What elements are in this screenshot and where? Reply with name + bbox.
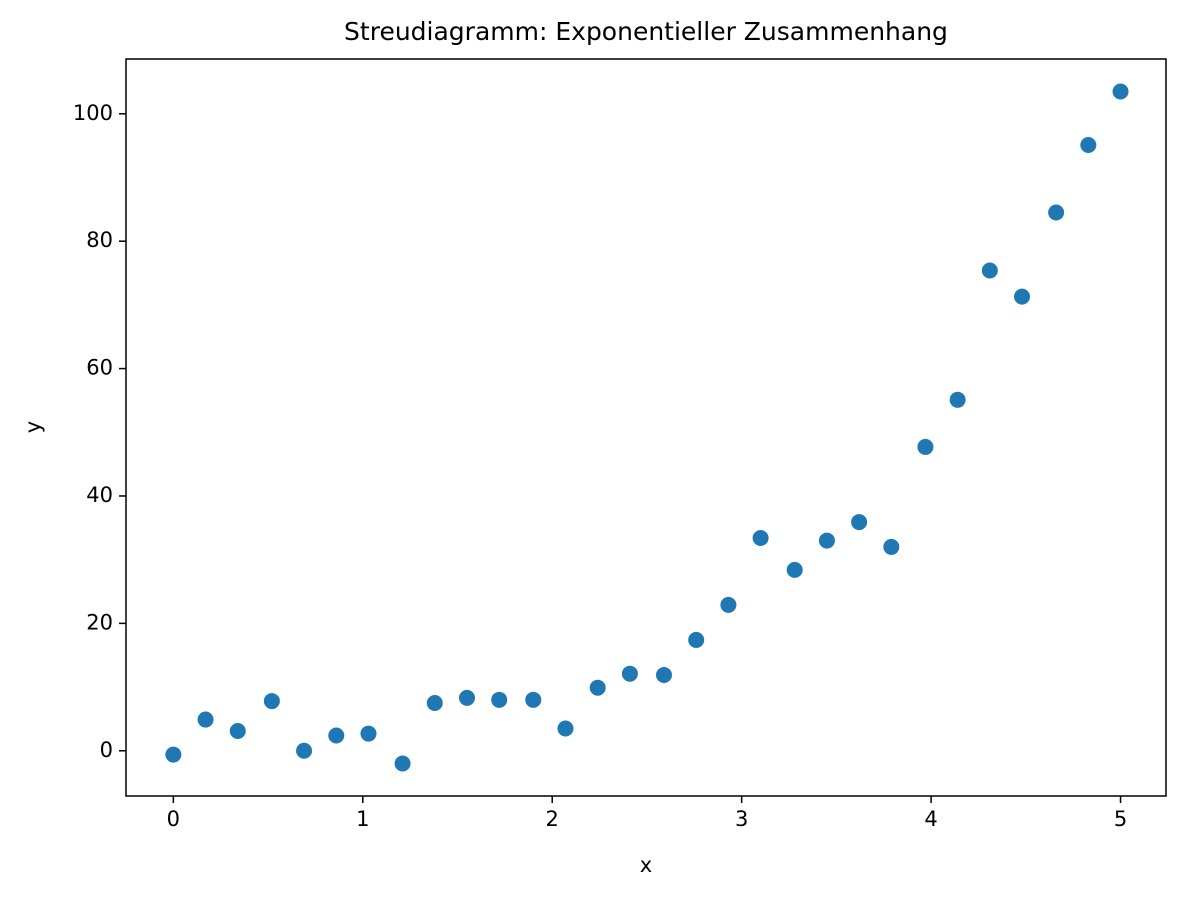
point (197, 711, 214, 728)
y-tick-label: 20 (86, 610, 113, 634)
y-tick-label: 40 (86, 483, 113, 507)
y-axis-label: y (21, 421, 45, 433)
x-axis-label: x (640, 853, 652, 877)
point (883, 538, 900, 555)
x-tick-label: 2 (546, 807, 559, 831)
chart-title: Streudiagramm: Exponentieller Zusammenha… (344, 17, 948, 46)
point (949, 391, 966, 408)
point (818, 532, 835, 549)
x-tick-label: 4 (924, 807, 937, 831)
point (296, 742, 313, 759)
point (491, 691, 508, 708)
point (1112, 83, 1129, 100)
point (786, 561, 803, 578)
point (557, 720, 574, 737)
y-tick-label: 60 (86, 356, 113, 380)
point (426, 694, 443, 711)
point (229, 723, 246, 740)
x-tick-label: 3 (735, 807, 748, 831)
point (720, 596, 737, 613)
point (263, 693, 280, 710)
x-tick-label: 1 (356, 807, 369, 831)
y-tick-label: 100 (73, 101, 113, 125)
point (328, 727, 345, 744)
point (360, 725, 377, 742)
point (165, 746, 182, 763)
point (752, 530, 769, 547)
y-tick-label: 80 (86, 228, 113, 252)
point (917, 438, 934, 455)
point (621, 665, 638, 682)
point (655, 666, 672, 683)
point (688, 631, 705, 648)
point (1080, 136, 1097, 153)
point (1014, 288, 1031, 305)
point (394, 755, 411, 772)
x-tick-label: 5 (1114, 807, 1127, 831)
point (525, 691, 542, 708)
y-tick-label: 0 (100, 738, 113, 762)
point (981, 262, 998, 279)
point (589, 679, 606, 696)
point (458, 689, 475, 706)
point (1048, 204, 1065, 221)
point (851, 514, 868, 531)
plot-frame (125, 58, 1167, 797)
x-tick-label: 0 (167, 807, 180, 831)
